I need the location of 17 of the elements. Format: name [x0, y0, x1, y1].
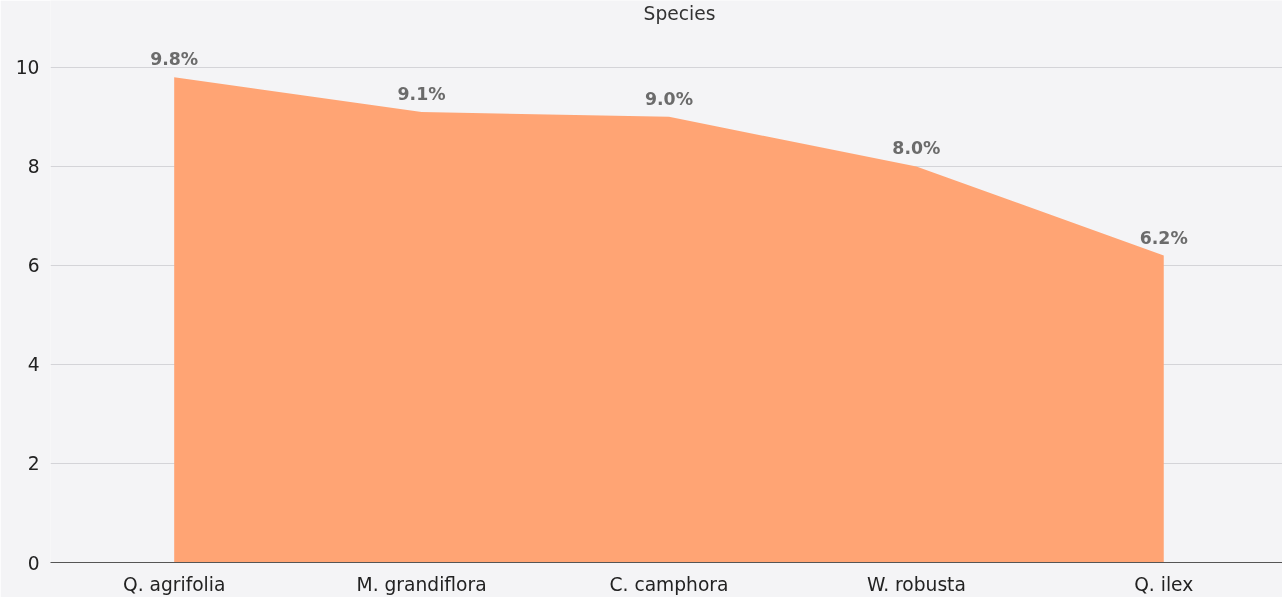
x-tick-label: Q. ilex	[1134, 573, 1194, 595]
y-tick-label: 4	[27, 354, 40, 376]
y-tick-label: 0	[27, 552, 40, 574]
data-label: 9.0%	[644, 88, 694, 109]
data-label: 9.8%	[150, 49, 199, 70]
x-tick-label: Q. agrifolia	[122, 573, 226, 595]
x-tick-label: M. grandiflora	[356, 573, 487, 595]
x-tick-label: C. camphora	[609, 573, 729, 595]
y-tick-label: 2	[27, 453, 40, 475]
text: Species	[643, 2, 716, 24]
y-tick-label: 10	[15, 57, 40, 79]
data-label: 9.1%	[397, 83, 446, 104]
x-tick-label: W. robusta	[866, 573, 966, 595]
y-tick-label: 8	[27, 156, 40, 178]
data-label: 6.2%	[1139, 227, 1188, 248]
y-tick-label: 6	[27, 255, 40, 277]
data-label: 8.0%	[892, 138, 941, 159]
